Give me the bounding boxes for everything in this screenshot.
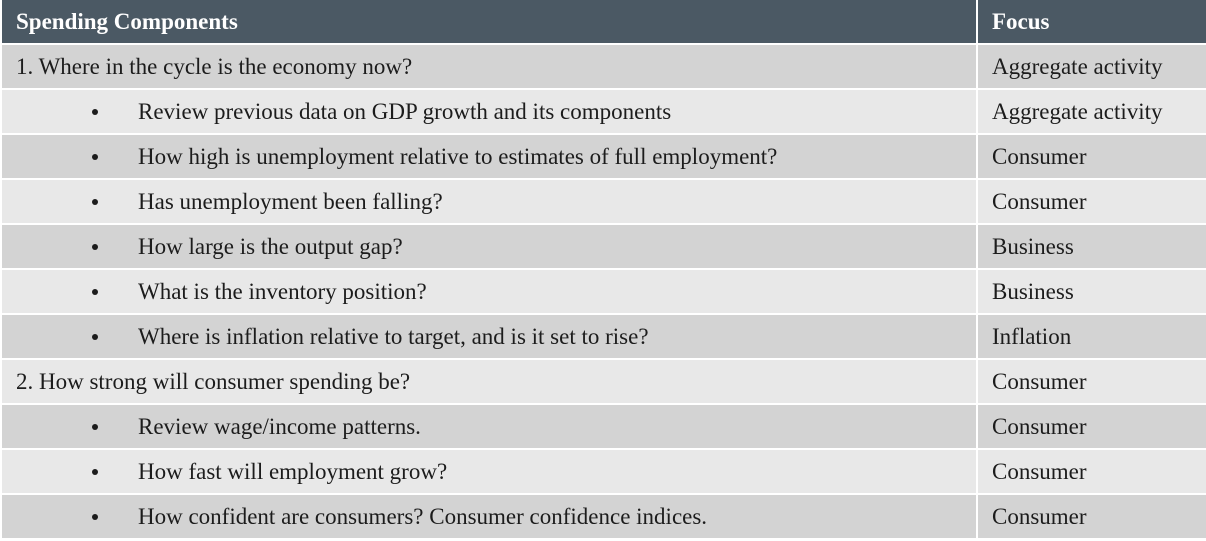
component-text: How confident are consumers? Consumer co…	[138, 503, 708, 529]
table-row: What is the inventory position? Business	[2, 270, 1206, 315]
focus-cell: Consumer	[992, 458, 1087, 484]
bullet-icon	[92, 288, 98, 295]
bullet-icon	[92, 513, 98, 520]
focus-cell: Consumer	[992, 503, 1087, 529]
header-spending-components: Spending Components	[2, 0, 978, 43]
table-row: 2. How strong will consumer spending be?…	[2, 360, 1206, 405]
bullet-icon	[92, 243, 98, 250]
bullet-icon	[92, 198, 98, 205]
component-cell: How confident are consumers? Consumer co…	[2, 495, 978, 538]
table-row: How confident are consumers? Consumer co…	[2, 495, 1206, 540]
bullet-icon	[92, 333, 98, 340]
component-text: How large is the output gap?	[138, 233, 403, 259]
table-row: How large is the output gap? Business	[2, 225, 1206, 270]
component-cell: How high is unemployment relative to est…	[2, 135, 978, 178]
table-row: Review previous data on GDP growth and i…	[2, 90, 1206, 135]
component-text: Review previous data on GDP growth and i…	[138, 98, 672, 124]
component-text: 1. Where in the cycle is the economy now…	[16, 53, 413, 79]
component-cell: Has unemployment been falling?	[2, 180, 978, 223]
bullet-icon	[92, 468, 98, 475]
component-cell: Review previous data on GDP growth and i…	[2, 90, 978, 133]
bullet-icon	[92, 153, 98, 160]
component-text: How high is unemployment relative to est…	[138, 143, 778, 169]
focus-cell: Consumer	[992, 413, 1087, 439]
component-text: 2. How strong will consumer spending be?	[16, 368, 411, 394]
bullet-icon	[92, 108, 98, 115]
focus-cell: Aggregate activity	[992, 53, 1163, 79]
focus-cell: Aggregate activity	[992, 98, 1163, 124]
focus-cell: Business	[992, 278, 1074, 304]
component-cell: 2. How strong will consumer spending be?	[2, 360, 978, 403]
bullet-icon	[92, 423, 98, 430]
component-text: Has unemployment been falling?	[138, 188, 443, 214]
component-text: How fast will employment grow?	[138, 458, 448, 484]
table-row: How fast will employment grow? Consumer	[2, 450, 1206, 495]
table-header-row: Spending Components Focus	[2, 0, 1206, 45]
component-cell: How large is the output gap?	[2, 225, 978, 268]
focus-cell: Consumer	[992, 188, 1087, 214]
focus-cell: Business	[992, 233, 1074, 259]
component-cell: 1. Where in the cycle is the economy now…	[2, 45, 978, 88]
table-row: Where is inflation relative to target, a…	[2, 315, 1206, 360]
header-focus: Focus	[992, 8, 1050, 34]
table-row: Has unemployment been falling? Consumer	[2, 180, 1206, 225]
focus-cell: Consumer	[992, 368, 1087, 394]
component-text: Where is inflation relative to target, a…	[138, 323, 649, 349]
component-cell: Review wage/income patterns.	[2, 405, 978, 448]
component-cell: How fast will employment grow?	[2, 450, 978, 493]
component-cell: Where is inflation relative to target, a…	[2, 315, 978, 358]
component-text: What is the inventory position?	[138, 278, 427, 304]
table-body: 1. Where in the cycle is the economy now…	[2, 45, 1206, 540]
table-row: How high is unemployment relative to est…	[2, 135, 1206, 180]
table-row: Review wage/income patterns. Consumer	[2, 405, 1206, 450]
table-row: 1. Where in the cycle is the economy now…	[2, 45, 1206, 90]
focus-cell: Inflation	[992, 323, 1072, 349]
focus-cell: Consumer	[992, 143, 1087, 169]
component-cell: What is the inventory position?	[2, 270, 978, 313]
component-text: Review wage/income patterns.	[138, 413, 421, 439]
